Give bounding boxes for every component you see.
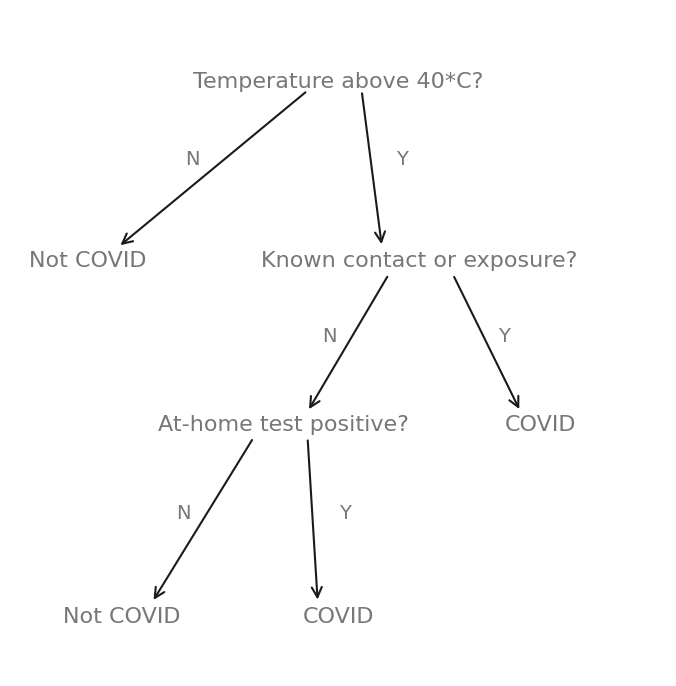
- Text: COVID: COVID: [505, 415, 577, 436]
- Text: Y: Y: [396, 150, 408, 169]
- Text: COVID: COVID: [302, 607, 374, 628]
- Text: Not COVID: Not COVID: [63, 607, 180, 628]
- Text: Y: Y: [498, 327, 510, 346]
- Text: N: N: [176, 504, 191, 523]
- Text: Temperature above 40*C?: Temperature above 40*C?: [193, 72, 483, 93]
- Text: N: N: [185, 150, 200, 169]
- Text: N: N: [322, 327, 337, 346]
- Text: Not COVID: Not COVID: [29, 250, 147, 271]
- Text: Known contact or exposure?: Known contact or exposure?: [261, 250, 577, 271]
- Text: At-home test positive?: At-home test positive?: [158, 415, 410, 436]
- Text: Y: Y: [339, 504, 351, 523]
